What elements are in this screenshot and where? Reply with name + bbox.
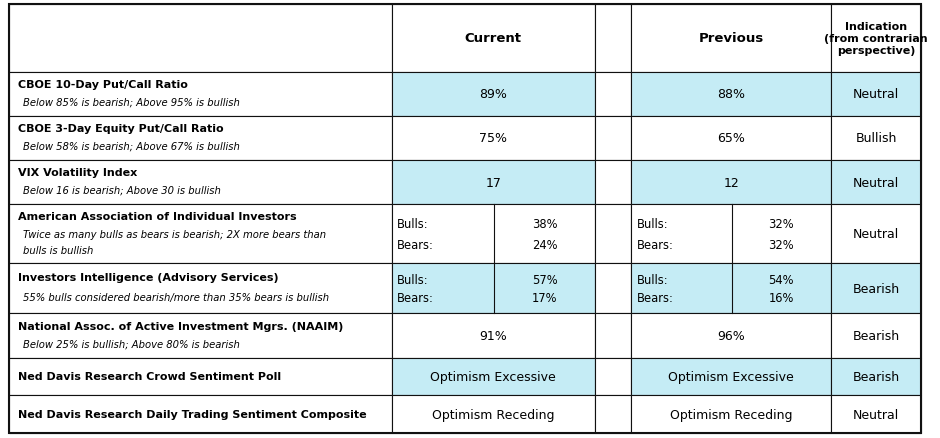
Bar [831, 5, 921, 73]
Bar [632, 5, 831, 73]
Bar [632, 264, 831, 314]
Text: 91%: 91% [479, 329, 508, 342]
Text: Bullish: Bullish [855, 132, 897, 145]
Bar [632, 205, 831, 264]
Bar [595, 264, 632, 314]
Bar [632, 161, 831, 205]
Text: 12: 12 [723, 176, 739, 189]
Text: 24%: 24% [532, 238, 557, 251]
Text: Bearish: Bearish [853, 282, 900, 295]
Bar [595, 396, 632, 433]
Text: 89%: 89% [479, 88, 508, 101]
Text: Indication
(from contrarian
perspective): Indication (from contrarian perspective) [824, 22, 928, 56]
Text: Current: Current [465, 32, 522, 45]
Bar [9, 396, 392, 433]
Text: CBOE 3-Day Equity Put/Call Ratio: CBOE 3-Day Equity Put/Call Ratio [19, 124, 224, 134]
Text: bulls is bullish: bulls is bullish [23, 245, 93, 255]
Bar [831, 264, 921, 314]
Text: Bears:: Bears: [636, 238, 674, 251]
Text: National Assoc. of Active Investment Mgrs. (NAAIM): National Assoc. of Active Investment Mgr… [19, 321, 344, 331]
Bar [9, 314, 392, 358]
Text: 88%: 88% [717, 88, 745, 101]
Text: VIX Volatility Index: VIX Volatility Index [19, 168, 137, 178]
Bar [9, 161, 392, 205]
Bar [392, 161, 595, 205]
Text: Bearish: Bearish [853, 370, 900, 383]
Bar [831, 161, 921, 205]
Text: Bears:: Bears: [398, 238, 434, 251]
Text: Optimism Excessive: Optimism Excessive [431, 370, 556, 383]
Bar [392, 73, 595, 117]
Text: 54%: 54% [769, 273, 794, 286]
Text: 17%: 17% [532, 291, 557, 304]
Bar [392, 314, 595, 358]
Bar [392, 5, 595, 73]
Bar [632, 358, 831, 396]
Text: Bulls:: Bulls: [636, 273, 668, 286]
Bar [9, 117, 392, 161]
Bar [632, 117, 831, 161]
Bar [392, 205, 595, 264]
Bar [9, 358, 392, 396]
Bar [632, 73, 831, 117]
Text: 38%: 38% [532, 217, 557, 230]
Text: Optimism Receding: Optimism Receding [432, 408, 555, 420]
Bar [632, 314, 831, 358]
Bar [595, 205, 632, 264]
Text: Optimism Receding: Optimism Receding [670, 408, 792, 420]
Text: Bears:: Bears: [636, 291, 674, 304]
Bar [831, 358, 921, 396]
Text: 57%: 57% [532, 273, 557, 286]
Bar [595, 5, 632, 73]
Bar [632, 396, 831, 433]
Text: 65%: 65% [717, 132, 745, 145]
Bar [9, 205, 392, 264]
Text: Neutral: Neutral [853, 176, 899, 189]
Text: Ned Davis Research Daily Trading Sentiment Composite: Ned Davis Research Daily Trading Sentime… [19, 409, 367, 419]
Text: Bears:: Bears: [398, 291, 434, 304]
Text: Below 85% is bearish; Above 95% is bullish: Below 85% is bearish; Above 95% is bulli… [23, 98, 240, 107]
Text: Previous: Previous [698, 32, 763, 45]
Text: 75%: 75% [479, 132, 508, 145]
Text: 17: 17 [485, 176, 501, 189]
Text: Below 16 is bearish; Above 30 is bullish: Below 16 is bearish; Above 30 is bullish [23, 186, 221, 196]
Bar [831, 117, 921, 161]
Text: Optimism Excessive: Optimism Excessive [668, 370, 794, 383]
Text: Neutral: Neutral [853, 228, 899, 240]
Text: Neutral: Neutral [853, 408, 899, 420]
Bar [831, 396, 921, 433]
Text: Bulls:: Bulls: [398, 273, 429, 286]
Bar [595, 314, 632, 358]
Text: 55% bulls considered bearish/more than 35% bears is bullish: 55% bulls considered bearish/more than 3… [23, 293, 329, 303]
Bar [595, 161, 632, 205]
Text: Bearish: Bearish [853, 329, 900, 342]
Bar [595, 73, 632, 117]
Bar [9, 264, 392, 314]
Bar [831, 73, 921, 117]
Bar [595, 358, 632, 396]
Text: American Association of Individual Investors: American Association of Individual Inves… [19, 212, 297, 222]
Text: 32%: 32% [768, 238, 794, 251]
Text: 32%: 32% [768, 217, 794, 230]
Bar [392, 358, 595, 396]
Bar [831, 314, 921, 358]
Bar [392, 264, 595, 314]
Text: Twice as many bulls as bears is bearish; 2X more bears than: Twice as many bulls as bears is bearish;… [23, 229, 326, 239]
Bar [831, 205, 921, 264]
Bar [9, 73, 392, 117]
Text: Neutral: Neutral [853, 88, 899, 101]
Bar [392, 117, 595, 161]
Bar [595, 117, 632, 161]
Text: Bulls:: Bulls: [636, 217, 668, 230]
Text: Bulls:: Bulls: [398, 217, 429, 230]
Bar [392, 396, 595, 433]
Text: Investors Intelligence (Advisory Services): Investors Intelligence (Advisory Service… [19, 273, 279, 283]
Text: Below 25% is bullish; Above 80% is bearish: Below 25% is bullish; Above 80% is beari… [23, 339, 240, 349]
Text: Ned Davis Research Crowd Sentiment Poll: Ned Davis Research Crowd Sentiment Poll [19, 371, 281, 381]
Text: 16%: 16% [769, 291, 794, 304]
Bar [9, 5, 392, 73]
Text: Below 58% is bearish; Above 67% is bullish: Below 58% is bearish; Above 67% is bulli… [23, 141, 240, 152]
Text: 96%: 96% [717, 329, 745, 342]
Text: CBOE 10-Day Put/Call Ratio: CBOE 10-Day Put/Call Ratio [19, 80, 188, 90]
